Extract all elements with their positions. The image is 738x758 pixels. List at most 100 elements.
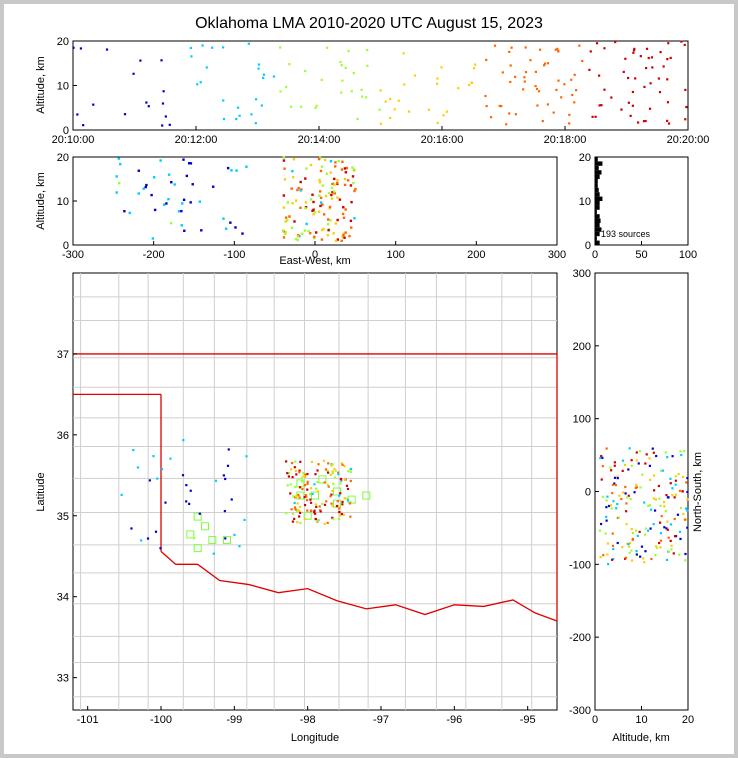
time-height-source	[389, 116, 392, 120]
ns-height-source	[655, 545, 658, 548]
ns-height-source	[621, 545, 624, 549]
plan-view-source	[349, 467, 353, 471]
ew-height-source	[286, 219, 289, 222]
time-height-ticks: 20:10:00 20:12:00 20:14:00 20:16:00 20:18:00…	[52, 36, 710, 146]
plan-view-source	[306, 509, 309, 512]
time-height-source	[442, 114, 445, 117]
ew-height-source	[324, 194, 328, 198]
ew-height-source	[234, 226, 237, 229]
time-height-source	[489, 116, 493, 119]
ns-height-source	[678, 489, 682, 492]
plan-view-source	[349, 470, 352, 474]
ew-height-source	[235, 169, 238, 172]
ew-height-source	[282, 236, 286, 239]
plan-view-source	[343, 465, 346, 468]
plan-view-source	[326, 471, 330, 474]
histogram-bar	[595, 192, 600, 197]
ew-height-source	[318, 210, 321, 213]
ew-height-source	[144, 185, 147, 189]
time-height-source	[235, 117, 238, 121]
ns-height-source	[682, 513, 685, 516]
ns-height-source	[643, 561, 646, 564]
plan-view-source	[318, 505, 321, 508]
ew-height-source	[224, 227, 228, 230]
plan-view-source	[222, 474, 225, 477]
plan-view-source	[335, 504, 339, 508]
ns-height-source	[630, 528, 633, 531]
ew-height-source	[185, 174, 189, 178]
ns-height-source	[624, 492, 627, 495]
plan-view-source	[285, 460, 288, 463]
ns-height-source	[679, 450, 682, 453]
ew-height-source	[293, 220, 296, 223]
time-height-source	[669, 56, 672, 60]
lma-station	[193, 544, 202, 553]
plan-view-source	[160, 468, 164, 471]
time-height-source	[684, 88, 687, 92]
ew-height-source	[282, 194, 286, 197]
ew-height-source	[336, 196, 339, 199]
ns-height-source	[666, 496, 670, 499]
time-height-source	[563, 83, 566, 86]
time-height-source	[568, 122, 571, 125]
time-height-source	[600, 104, 603, 107]
ns-height-source	[625, 510, 628, 513]
lma-stations	[186, 475, 371, 553]
time-height-source	[160, 59, 163, 62]
time-height-source	[315, 104, 318, 107]
plan-view-source	[291, 461, 294, 465]
plan-view-source	[159, 547, 162, 550]
ns-height-source	[669, 482, 672, 485]
time-height-source	[501, 71, 504, 74]
ew-height-source	[117, 157, 121, 160]
time-height-source	[523, 76, 526, 79]
ns-height-source	[617, 516, 621, 519]
ew-height-source	[299, 189, 302, 192]
ns-height-source	[598, 529, 602, 532]
time-height-source	[680, 40, 683, 43]
x-tick-label: 20:18:00	[544, 134, 587, 146]
ew-height-source	[326, 233, 330, 237]
plan-view-source	[332, 518, 335, 521]
plan-view-source	[303, 503, 307, 507]
plan-view-source	[340, 512, 344, 516]
time-height-source	[123, 113, 127, 116]
plan-view-source	[321, 502, 324, 505]
ns-height-source	[671, 487, 674, 490]
time-height-source	[632, 49, 636, 52]
ew-height-source	[292, 158, 296, 161]
time-height-source	[610, 96, 613, 99]
plan-view-source	[296, 502, 299, 505]
ns-height-source	[611, 483, 615, 486]
plan-view-source	[298, 509, 301, 512]
ns-height-source	[621, 459, 625, 462]
ew-height-source	[334, 165, 337, 168]
plan-view-source	[304, 475, 307, 479]
histogram-bar	[595, 214, 600, 219]
time-height-source	[666, 119, 669, 122]
time-height-source	[684, 118, 687, 121]
time-height-source	[196, 83, 199, 86]
time-height-source	[436, 82, 439, 85]
ns-height-source	[605, 515, 608, 518]
ns-height-source	[655, 454, 658, 458]
plan-view-source	[349, 501, 352, 504]
ns-height-source	[665, 558, 669, 562]
ns-height-ylabel: North-South, km	[692, 452, 704, 532]
time-height-source	[352, 72, 355, 75]
time-height-points	[72, 40, 688, 127]
plan-view-source	[343, 478, 346, 481]
time-height-source	[82, 124, 85, 127]
time-height-source	[320, 78, 323, 81]
time-height-source	[651, 66, 654, 69]
ns-height-source	[616, 477, 619, 480]
x-tick-label: 0	[312, 249, 318, 261]
ns-height-source	[626, 496, 629, 499]
plan-view-source	[323, 522, 326, 525]
plan-view-source	[314, 503, 318, 506]
plan-view-source	[341, 500, 344, 503]
time-height-source	[524, 46, 527, 49]
plan-view-source	[290, 508, 293, 511]
plan-view-source	[224, 477, 227, 481]
ew-height-source	[329, 219, 332, 222]
